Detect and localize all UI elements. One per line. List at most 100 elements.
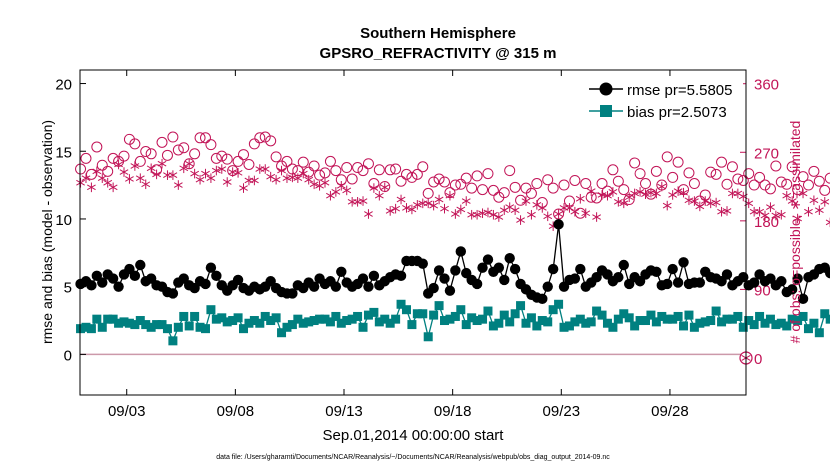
y-axis-label-left: rmse and bias (model - observation) <box>39 120 55 344</box>
obs-assimilated-marker <box>239 183 248 193</box>
bias-marker <box>624 313 634 323</box>
obs-assimilated-marker <box>429 200 439 211</box>
bias-marker <box>717 317 727 327</box>
obs-assimilated-marker <box>684 195 694 206</box>
bias-marker <box>266 316 276 326</box>
obs-possible-marker <box>743 168 755 180</box>
legend-bias-marker <box>600 105 612 117</box>
bias-marker <box>494 318 504 328</box>
obs-possible-marker <box>314 169 326 181</box>
bias-marker <box>706 316 716 326</box>
obs-assimilated-marker <box>293 173 303 183</box>
rmse-marker <box>357 273 369 284</box>
obs-assimilated-marker <box>304 174 314 185</box>
obs-assimilated-marker <box>81 173 91 183</box>
x-tick-label: 09/03 <box>108 403 146 420</box>
bias-marker <box>304 317 314 327</box>
bias-marker <box>108 314 118 324</box>
bias-marker <box>130 320 140 330</box>
obs-assimilated-marker <box>472 209 482 220</box>
legend-rmse-marker <box>599 82 613 96</box>
obs-assimilated-marker <box>309 179 319 190</box>
rmse-marker <box>537 293 548 305</box>
obs-assimilated-marker <box>114 159 123 170</box>
bias-marker <box>135 316 145 326</box>
obs-possible-marker <box>102 165 114 177</box>
bias-marker <box>814 328 824 338</box>
obs-possible-marker <box>319 167 331 179</box>
bias-marker <box>760 318 770 328</box>
rmse-marker <box>450 265 461 276</box>
obs-possible-marker <box>254 132 266 144</box>
obs-assimilated-marker <box>527 209 536 220</box>
bias-marker <box>776 318 786 328</box>
obs-possible-marker <box>362 158 374 170</box>
bias-marker <box>440 316 450 326</box>
rmse-marker <box>439 273 450 284</box>
obs-assimilated-marker <box>157 158 167 169</box>
obs-possible-marker <box>781 178 793 190</box>
legend-label: rmse pr=5.5805 <box>627 82 732 99</box>
obs-possible-marker <box>161 149 173 161</box>
obs-possible-marker <box>439 176 451 188</box>
obs-assimilated-marker <box>342 185 352 196</box>
obs-assimilated-marker <box>152 169 162 180</box>
rmse-marker <box>444 285 456 296</box>
y-right-tick-label: 180 <box>754 214 779 231</box>
y-axis-label-right: # of obs: o=possible; ∗=assimilated <box>787 121 803 344</box>
rmse-marker <box>363 281 374 292</box>
obs-possible-marker <box>705 166 717 178</box>
bias-marker <box>684 310 694 320</box>
bias-marker <box>407 320 417 330</box>
bias-marker <box>456 305 466 315</box>
obs-possible-marker <box>612 175 624 187</box>
bias-marker <box>744 316 754 326</box>
obs-assimilated-marker <box>804 206 813 217</box>
obs-possible-marker <box>80 152 92 164</box>
bias-marker <box>152 320 162 330</box>
obs-possible-marker <box>726 161 738 173</box>
bias-marker <box>499 310 509 320</box>
obs-assimilated-marker <box>184 158 194 169</box>
obs-assimilated-marker <box>510 205 520 215</box>
obs-possible-marker <box>400 168 412 180</box>
rmse-marker <box>651 266 662 277</box>
obs-assimilated-marker <box>108 182 118 193</box>
bias-marker <box>97 322 107 332</box>
obs-assimilated-marker <box>103 177 113 188</box>
obs-assimilated-marker <box>651 188 661 199</box>
obs-possible-marker <box>808 165 820 177</box>
obs-assimilated-marker <box>228 167 238 177</box>
obs-assimilated-marker <box>586 186 596 196</box>
obs-possible-marker <box>178 142 190 154</box>
obs-assimilated-marker <box>249 175 259 186</box>
obs-possible-marker <box>341 162 353 174</box>
bias-marker <box>228 316 238 326</box>
obs-assimilated-marker <box>423 198 433 209</box>
bias-marker <box>391 314 401 324</box>
obs-assimilated-marker <box>570 206 580 217</box>
bias-marker <box>200 324 210 334</box>
bias-marker <box>651 317 661 327</box>
obs-assimilated-marker <box>766 202 775 212</box>
obs-assimilated-marker <box>434 194 444 205</box>
bias-marker <box>803 324 813 334</box>
bias-marker <box>554 299 564 309</box>
bias-marker <box>168 336 178 346</box>
obs-possible-marker <box>259 131 271 143</box>
obs-assimilated-marker <box>412 200 422 210</box>
obs-assimilated-marker <box>494 212 504 222</box>
obs-possible-marker <box>428 176 440 188</box>
bias-marker <box>630 321 640 331</box>
rmse-marker <box>504 253 515 264</box>
bias-marker <box>695 318 705 328</box>
bias-marker <box>347 314 357 324</box>
obs-possible-marker <box>542 174 554 186</box>
bias-marker <box>809 318 819 328</box>
obs-possible-marker <box>145 148 157 160</box>
rmse-marker <box>167 288 179 299</box>
y-right-tick-label: 360 <box>754 77 779 94</box>
obs-possible-marker <box>330 165 342 177</box>
obs-possible-marker <box>482 168 494 180</box>
obs-assimilated-marker <box>717 206 726 217</box>
